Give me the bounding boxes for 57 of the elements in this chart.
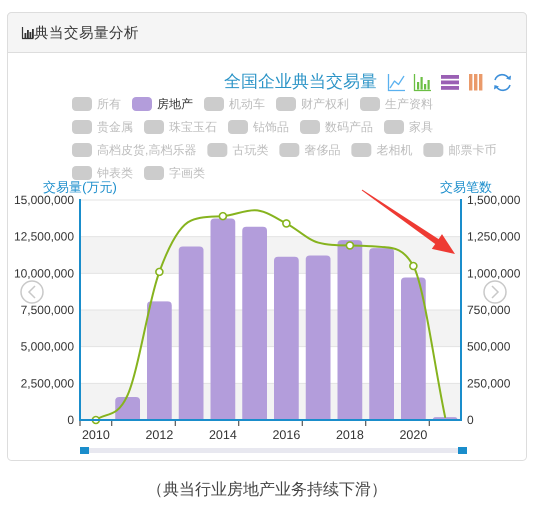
legend-label: 钻饰品 bbox=[252, 120, 289, 134]
legend-label: 高档皮货,高档乐器 bbox=[97, 143, 196, 157]
point bbox=[346, 241, 354, 250]
x-tick-label: 2012 bbox=[145, 428, 174, 442]
y-tick-label: 15,000,000 bbox=[14, 193, 74, 207]
y-tick-label: 12,500,000 bbox=[14, 230, 74, 244]
chart-title: 典当交易量分析 bbox=[34, 24, 139, 42]
bar bbox=[337, 240, 362, 420]
legend-label: 贵金属 bbox=[97, 120, 133, 134]
bar bbox=[369, 248, 394, 420]
bar bbox=[210, 218, 236, 420]
legend-label: 古玩类 bbox=[232, 143, 268, 157]
legend-label: 生产资料 bbox=[385, 97, 433, 111]
bar bbox=[274, 256, 299, 420]
y-tick-label: 7,500,000 bbox=[20, 303, 74, 317]
legend-label: 房地产 bbox=[157, 97, 193, 111]
y2-axis-title: 交易笔数 bbox=[440, 180, 492, 194]
legend-label: 家具 bbox=[409, 120, 433, 134]
x-tick-label: 2014 bbox=[208, 428, 237, 442]
y-tick-label: 5,000,000 bbox=[20, 340, 74, 354]
legend-label: 机动车 bbox=[229, 97, 265, 111]
y2-tick-label: 1,250,000 bbox=[467, 230, 521, 244]
point bbox=[155, 268, 164, 276]
legend-label: 老相机 bbox=[376, 143, 412, 157]
point bbox=[218, 212, 228, 220]
y-tick-label: 10,000,000 bbox=[14, 266, 74, 280]
x-tick-label: 2010 bbox=[82, 428, 110, 442]
bar bbox=[115, 396, 140, 420]
y-axis-title: 交易量(万元) bbox=[43, 180, 117, 194]
legend-label: 邮票卡币 bbox=[448, 143, 496, 157]
text: （典当行业房地产业务持续下滑） bbox=[147, 480, 387, 498]
y2-tick-label: 0 bbox=[467, 413, 474, 427]
legend-label: 钟表类 bbox=[96, 166, 133, 180]
x-tick-label: 2016 bbox=[272, 428, 300, 442]
bar bbox=[306, 255, 331, 420]
legend-label: 奢侈品 bbox=[304, 143, 340, 157]
point bbox=[282, 219, 291, 228]
bar bbox=[400, 277, 426, 420]
y-tick-label: 0 bbox=[67, 413, 74, 427]
y2-tick-label: 500,000 bbox=[467, 340, 511, 354]
bar bbox=[242, 226, 268, 420]
legend-label: 字画类 bbox=[169, 166, 205, 180]
x-tick-label: 2020 bbox=[399, 428, 428, 442]
legend-label: 财产权利 bbox=[301, 97, 349, 111]
legend-label: 所有 bbox=[97, 97, 121, 111]
bar bbox=[146, 301, 172, 420]
point bbox=[409, 262, 418, 270]
chart-subtitle: 全国企业典当交易量 bbox=[224, 72, 377, 91]
y2-tick-label: 1,000,000 bbox=[467, 266, 521, 280]
y2-tick-label: 1,500,000 bbox=[467, 193, 521, 207]
legend-label: 数码产品 bbox=[325, 120, 373, 134]
y2-tick-label: 750,000 bbox=[467, 303, 511, 317]
bar bbox=[178, 246, 204, 420]
y2-tick-label: 250,000 bbox=[467, 376, 511, 390]
x-tick-label: 2018 bbox=[336, 428, 364, 442]
y-tick-label: 2,500,000 bbox=[20, 376, 74, 390]
legend-label: 珠宝玉石 bbox=[169, 120, 217, 134]
